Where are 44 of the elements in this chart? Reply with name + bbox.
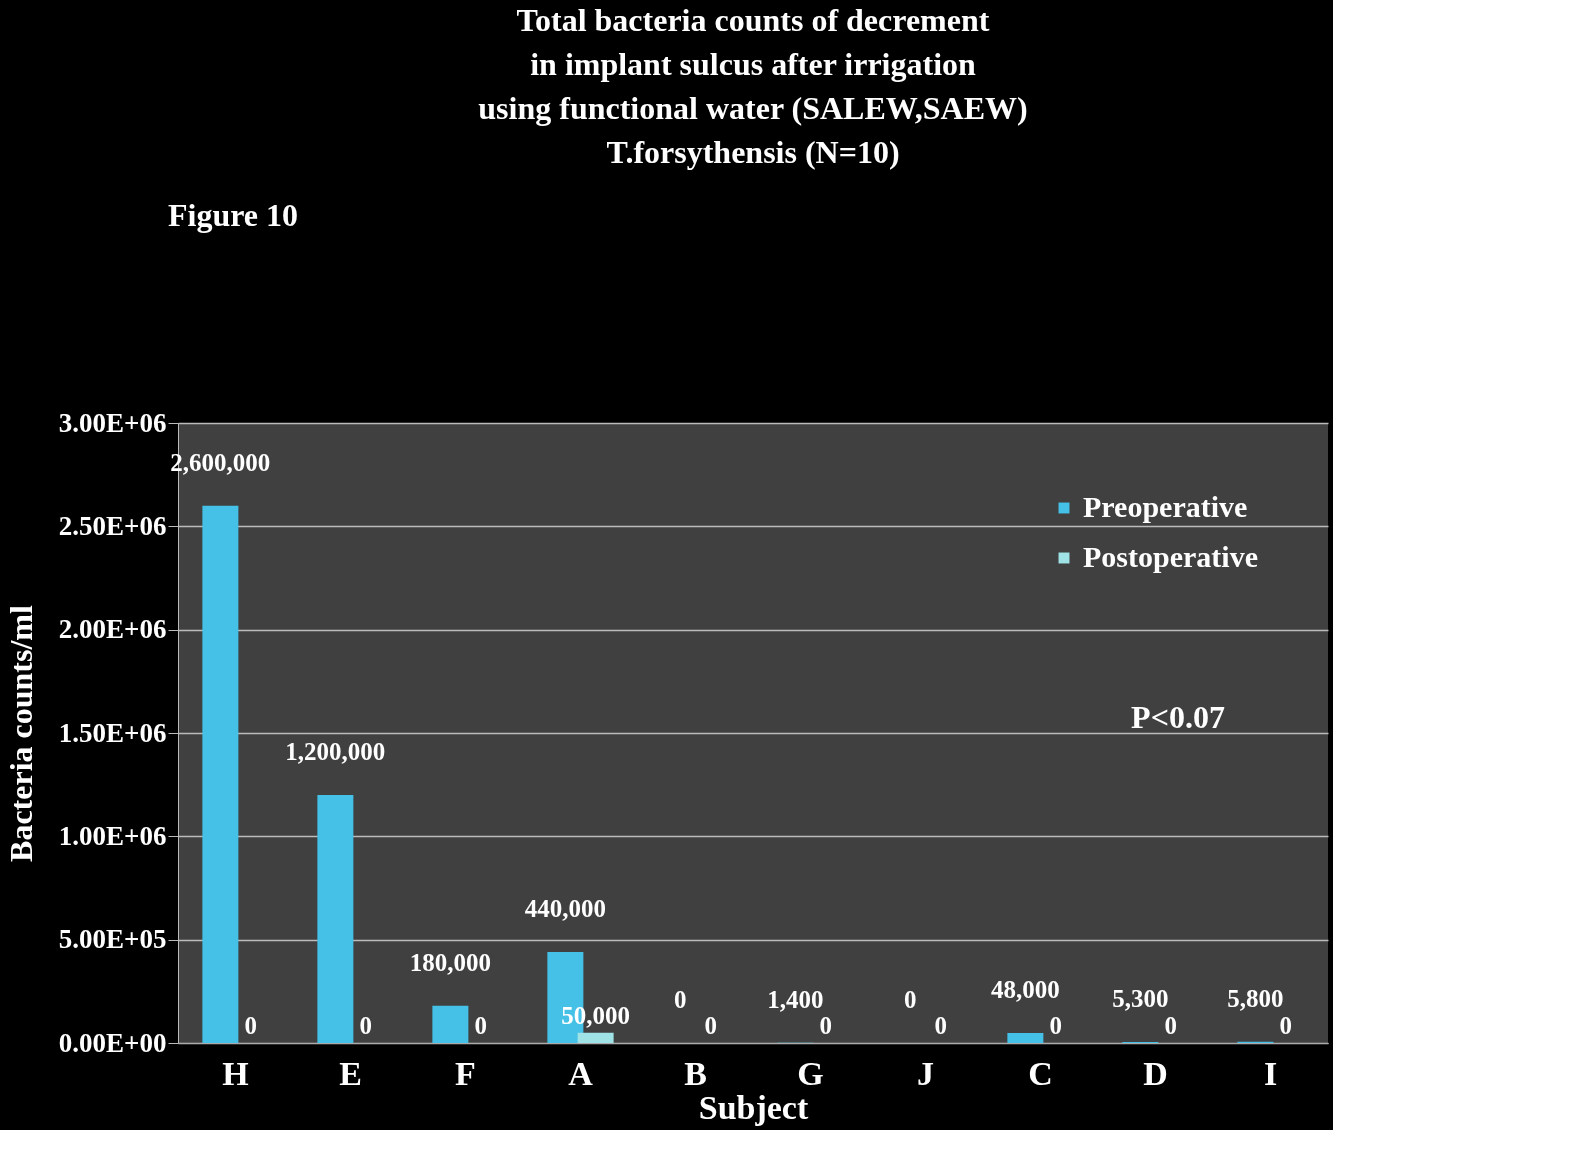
x-tick-label: F: [455, 1054, 476, 1092]
data-label: 1,200,000: [285, 738, 386, 765]
y-tick-label: 1.50E+06: [58, 717, 167, 748]
data-label: 1,400: [767, 985, 824, 1013]
y-tick-label: 5.00E+05: [58, 924, 167, 955]
x-tick-label: A: [568, 1054, 594, 1092]
data-label: 0: [904, 986, 917, 1013]
y-tick-label: 1.00E+06: [58, 820, 167, 851]
data-label: 180,000: [409, 948, 491, 976]
y-axis-title: Bacteria counts/ml: [2, 604, 39, 862]
x-tick-label: C: [1028, 1054, 1053, 1092]
bar: [432, 1005, 469, 1043]
legend-label: Preoperative: [1083, 490, 1248, 523]
chart-title: Total bacteria counts of decrement in implant sulcus after irrigation using functional water (SALEW,SAEW) T.forsythensis (N=10): [478, 2, 1028, 170]
data-label: 0: [819, 1012, 832, 1039]
x-tick-label: H: [222, 1054, 249, 1092]
caption: Figure 10: [168, 197, 299, 233]
x-tick-label: D: [1143, 1054, 1168, 1092]
y-tick-label: 3.00E+06: [58, 407, 167, 438]
data-label: 0: [674, 986, 687, 1013]
data-label: 0: [474, 1012, 487, 1039]
data-label: 5,800: [1227, 984, 1284, 1012]
data-label: 5,300: [1112, 984, 1169, 1012]
bar: [202, 505, 239, 1043]
x-tick-label: J: [917, 1054, 934, 1092]
legend-label: Postoperative: [1083, 540, 1258, 573]
annotation: P<0.07: [1131, 699, 1225, 735]
data-label: 440,000: [524, 895, 606, 923]
data-label: 0: [934, 1012, 947, 1039]
data-label: 0: [704, 1012, 717, 1039]
x-tick-label: I: [1263, 1054, 1278, 1092]
y-tick-label: 2.00E+06: [58, 614, 167, 645]
y-tick-label: 0.00E+00: [58, 1027, 167, 1058]
data-label: 0: [1049, 1012, 1062, 1039]
bar: [317, 795, 354, 1043]
y-tick-label: 2.50E+06: [58, 510, 167, 541]
data-label: 0: [1279, 1012, 1292, 1039]
data-label: 0: [244, 1012, 257, 1039]
x-tick-label: E: [339, 1054, 362, 1092]
data-label: 0: [1164, 1012, 1177, 1039]
bar: [577, 1032, 614, 1043]
data-label: 48,000: [990, 976, 1060, 1004]
data-label: 0: [359, 1012, 372, 1039]
bar: [1007, 1033, 1044, 1043]
